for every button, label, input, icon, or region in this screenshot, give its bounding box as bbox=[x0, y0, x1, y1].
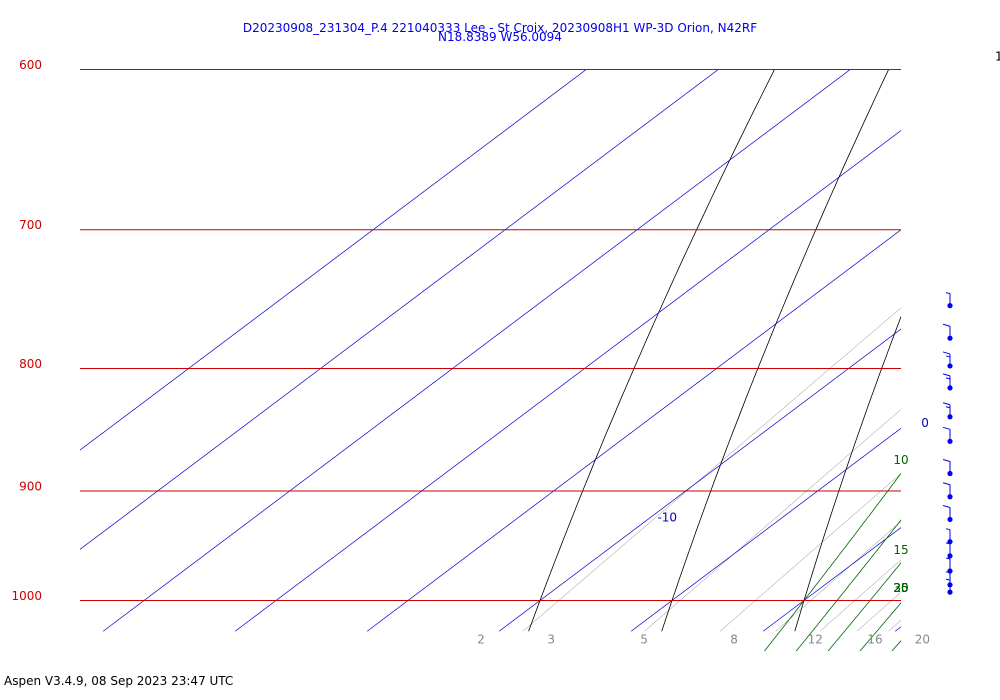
pressure-tick-label: 800 bbox=[19, 357, 42, 371]
mixing-ratio-label: 20 bbox=[915, 633, 930, 647]
mixing-ratio-label: 8 bbox=[730, 633, 738, 647]
isotherm-line bbox=[80, 69, 588, 451]
footer-version: Aspen V3.4.9, 08 Sep 2023 23:47 UTC bbox=[4, 674, 234, 688]
moist-adiabat-line bbox=[827, 562, 901, 651]
wind-barb-half bbox=[945, 377, 951, 380]
dry-adiabat-line bbox=[928, 38, 1000, 631]
mixing-ratio-line bbox=[964, 38, 1000, 631]
chart-title-line2: N18.8389 W56.0094 bbox=[438, 30, 562, 44]
dry-adiabat-label: 10 bbox=[995, 50, 1000, 64]
isotherm-line bbox=[366, 229, 901, 632]
mixing-ratio-label: 5 bbox=[640, 633, 648, 647]
mixing-ratio-label: 16 bbox=[867, 633, 882, 647]
pressure-tick-label: 700 bbox=[19, 218, 42, 232]
mixing-ratio-label: 2 bbox=[477, 633, 485, 647]
chart-grid bbox=[80, 0, 1000, 651]
isotherm-line bbox=[630, 427, 901, 632]
isotherm-line bbox=[234, 130, 901, 632]
isotherm-line bbox=[102, 69, 852, 632]
wind-barb-station bbox=[947, 539, 953, 545]
dry-adiabat-line bbox=[661, 69, 890, 632]
pressure-tick-label: 900 bbox=[19, 479, 42, 493]
wind-barb-flag bbox=[942, 402, 951, 406]
wind-barb-half bbox=[945, 542, 951, 545]
moist-adiabat-label: 15 bbox=[893, 543, 908, 557]
isotherm-line bbox=[762, 527, 901, 632]
wind-barb-flag bbox=[942, 426, 951, 430]
moist-adiabat-line bbox=[956, 0, 1000, 651]
pressure-tick-label: 600 bbox=[19, 58, 42, 72]
moist-adiabat-line bbox=[859, 602, 901, 651]
isotherm-label: -10 bbox=[657, 510, 677, 524]
mixing-ratio-line bbox=[720, 473, 901, 632]
chart-labels: 6007008009001000-10010203010152025303530… bbox=[11, 50, 1000, 647]
moist-adiabat-label: 30 bbox=[893, 581, 908, 595]
wind-barb-half bbox=[945, 571, 951, 574]
isotherm-label: 0 bbox=[921, 416, 929, 430]
mixing-ratio-line bbox=[775, 521, 901, 632]
moist-adiabat-line bbox=[988, 0, 1000, 651]
wind-barb-half bbox=[945, 578, 951, 581]
mixing-ratio-line bbox=[917, 38, 1000, 631]
dry-adiabat-line bbox=[794, 315, 901, 632]
wind-barb-half bbox=[945, 528, 951, 531]
isotherm-line bbox=[498, 328, 901, 632]
pressure-tick-label: 1000 bbox=[11, 589, 42, 603]
moist-adiabat-line bbox=[763, 472, 901, 651]
moist-adiabat-label: 25 bbox=[893, 581, 908, 595]
wind-barb-half bbox=[945, 355, 951, 358]
isobar-lines bbox=[80, 69, 901, 601]
mixing-ratio-label: 3 bbox=[547, 633, 555, 647]
wind-barb-flag bbox=[942, 351, 951, 355]
chart-title-line1: D20230908_231304_P.4 221040333 Lee - St … bbox=[242, 21, 758, 35]
wind-barb-flag bbox=[942, 373, 951, 377]
wind-barb-column bbox=[942, 292, 953, 595]
mixing-ratio-line bbox=[985, 38, 1000, 631]
wind-barb-half bbox=[945, 557, 951, 560]
mixing-ratio-line bbox=[522, 307, 901, 632]
moist-adiabat-line bbox=[924, 0, 1000, 651]
wind-barb-flag bbox=[942, 459, 951, 462]
mixing-ratio-label: 12 bbox=[808, 633, 823, 647]
moist-adiabat-label: 35 bbox=[893, 581, 908, 595]
moist-adiabat-label: 10 bbox=[893, 453, 908, 467]
mixing-ratio-line bbox=[819, 559, 901, 632]
moist-adiabat-label: 20 bbox=[893, 581, 908, 595]
mixing-ratio-line bbox=[856, 591, 901, 632]
dry-adiabat-line bbox=[528, 69, 776, 632]
wind-barb-flag bbox=[942, 323, 951, 327]
wind-barb-flag bbox=[942, 504, 951, 508]
wind-barb-flag bbox=[942, 482, 951, 486]
moist-adiabat-line bbox=[795, 519, 901, 651]
wind-barb-half bbox=[945, 292, 951, 295]
wind-barb-half bbox=[945, 406, 951, 409]
isotherm-line bbox=[80, 69, 720, 550]
